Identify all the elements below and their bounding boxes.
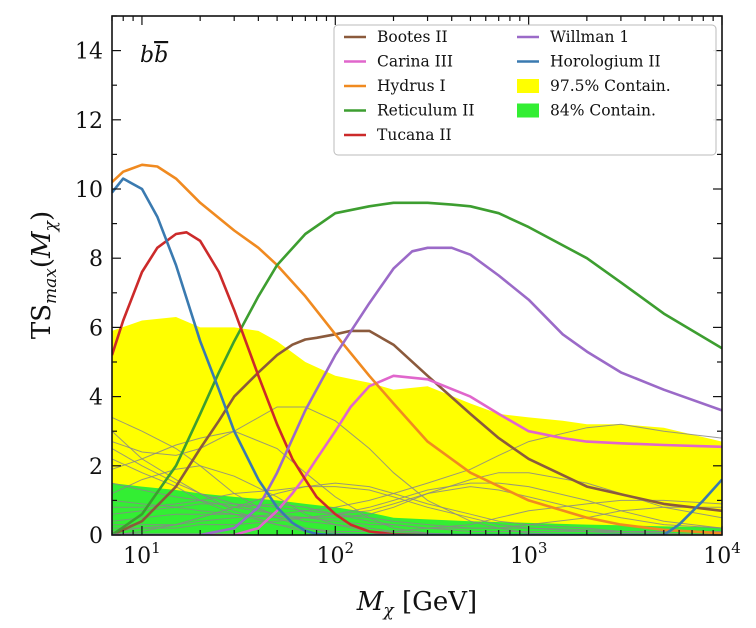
background-curve-3 xyxy=(112,406,722,535)
x-tick-label: 104 xyxy=(703,539,741,569)
band-97-5-contain xyxy=(112,317,722,535)
legend-label: 84% Contain. xyxy=(550,102,656,120)
legend-item-bootes-ii: Bootes II xyxy=(344,28,448,46)
y-tick-labels: 0 2 4 6 8 10 12 14 xyxy=(75,40,103,549)
legend-item-97-5-contain: 97.5% Contain. xyxy=(517,77,671,95)
x-tick-label: 103 xyxy=(510,539,548,569)
series-line-reticulum-ii xyxy=(112,201,722,535)
series-lines xyxy=(112,163,722,535)
series-line-horologium-ii xyxy=(112,177,722,535)
legend-swatch xyxy=(517,103,539,118)
y-tick-label: 14 xyxy=(75,40,103,65)
legend-label: Willman 1 xyxy=(550,28,629,46)
background-curve-16 xyxy=(112,503,722,535)
legend-label: Hydrus I xyxy=(377,77,446,95)
y-tick-label: 10 xyxy=(75,178,103,203)
legend-item-willman-1: Willman 1 xyxy=(517,28,629,46)
series-line-tucana-ii xyxy=(112,231,428,535)
legend-label: Carina III xyxy=(377,53,453,71)
series-line-carina-iii xyxy=(112,374,722,535)
legend-item-tucana-ii: Tucana II xyxy=(344,126,452,144)
legend-label: Bootes II xyxy=(377,28,448,46)
y-tick-label: 8 xyxy=(89,247,103,272)
background-curves xyxy=(112,406,722,535)
y-tick-label: 6 xyxy=(89,316,103,341)
legend-item-carina-iii: Carina III xyxy=(344,53,453,71)
background-curve-1 xyxy=(112,416,722,535)
background-curve-13 xyxy=(112,423,722,526)
legend-item-reticulum-ii: Reticulum II xyxy=(344,102,475,120)
background-curve-12 xyxy=(112,482,722,529)
x-tick-label: 101 xyxy=(123,539,161,569)
legend-label: Tucana II xyxy=(377,126,452,144)
y-tick-label: 12 xyxy=(75,109,103,134)
background-curve-14 xyxy=(112,486,722,529)
plot-frame xyxy=(111,15,723,536)
legend-item-horologium-ii: Horologium II xyxy=(517,53,661,71)
x-tick-label: 102 xyxy=(317,539,355,569)
background-curve-5 xyxy=(112,458,722,532)
legend-label: Horologium II xyxy=(550,53,661,71)
background-curve-4 xyxy=(112,448,722,535)
legend-swatch xyxy=(517,79,539,93)
series-line-bootes-ii xyxy=(112,329,722,535)
y-tick-label: 2 xyxy=(89,455,103,480)
series-line-willman-1 xyxy=(112,246,722,535)
channel-annotation: bb xyxy=(140,43,168,68)
legend-item-hydrus-i: Hydrus I xyxy=(344,77,446,95)
y-tick-label: 4 xyxy=(89,386,103,411)
legend: Bootes II Carina III Hydrus I Reticulum II T… xyxy=(333,24,717,156)
legend-label: Reticulum II xyxy=(377,102,475,120)
x-axis-title: Mχ [GeV] xyxy=(356,587,477,621)
background-curve-11 xyxy=(112,503,722,529)
legend-label: 97.5% Contain. xyxy=(550,77,671,95)
background-curve-2 xyxy=(112,430,722,535)
y-tick-label: 0 xyxy=(89,524,103,549)
x-tick-labels: 101 102 103 104 xyxy=(123,539,741,569)
background-curve-7 xyxy=(112,482,722,532)
legend-item-84-contain: 84% Contain. xyxy=(517,102,656,120)
background-curve-9 xyxy=(112,472,722,519)
series-line-hydrus-i xyxy=(112,163,722,535)
